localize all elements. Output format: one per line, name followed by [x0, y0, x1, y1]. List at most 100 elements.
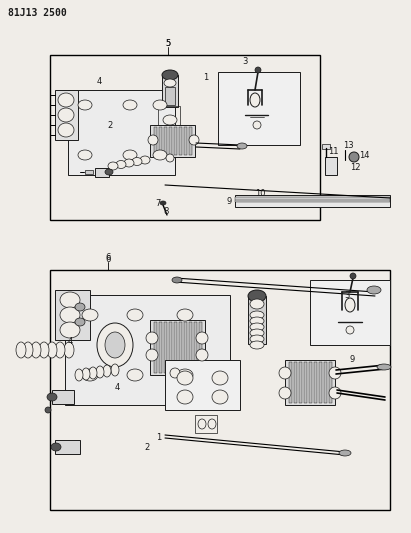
- Polygon shape: [55, 290, 90, 340]
- Ellipse shape: [250, 335, 264, 343]
- Bar: [154, 322, 157, 373]
- Ellipse shape: [153, 150, 167, 160]
- Polygon shape: [310, 280, 390, 345]
- Text: 3: 3: [344, 290, 350, 300]
- Ellipse shape: [132, 157, 142, 166]
- Ellipse shape: [253, 121, 261, 129]
- Ellipse shape: [250, 329, 264, 337]
- Text: 81J13 2500: 81J13 2500: [8, 8, 67, 18]
- Bar: [169, 322, 172, 373]
- Ellipse shape: [248, 290, 266, 302]
- Polygon shape: [65, 295, 230, 405]
- Text: 5: 5: [165, 39, 171, 49]
- Bar: [50, 270, 390, 510]
- Bar: [189, 127, 192, 155]
- Ellipse shape: [82, 369, 98, 381]
- Text: 1: 1: [203, 74, 209, 83]
- Ellipse shape: [339, 450, 351, 456]
- Ellipse shape: [250, 341, 264, 349]
- Ellipse shape: [196, 332, 208, 344]
- Bar: [194, 322, 197, 373]
- Ellipse shape: [31, 342, 41, 358]
- Bar: [195, 415, 217, 433]
- Ellipse shape: [250, 311, 264, 319]
- Ellipse shape: [58, 123, 74, 137]
- Bar: [52, 390, 74, 404]
- Ellipse shape: [212, 371, 228, 385]
- Bar: [299, 362, 302, 403]
- Bar: [169, 127, 172, 155]
- Ellipse shape: [166, 154, 174, 162]
- Ellipse shape: [105, 169, 113, 175]
- Ellipse shape: [189, 135, 199, 145]
- Ellipse shape: [39, 342, 49, 358]
- Bar: [329, 362, 332, 403]
- Bar: [85, 170, 93, 174]
- Polygon shape: [218, 72, 300, 145]
- Ellipse shape: [16, 342, 26, 358]
- Bar: [55, 440, 80, 454]
- Text: 5: 5: [165, 39, 171, 49]
- Text: 11: 11: [328, 148, 338, 157]
- Ellipse shape: [208, 419, 216, 429]
- Bar: [189, 322, 192, 373]
- Text: 2: 2: [107, 122, 113, 131]
- Bar: [159, 127, 162, 155]
- Ellipse shape: [60, 307, 80, 323]
- Ellipse shape: [97, 323, 133, 367]
- Ellipse shape: [75, 303, 85, 311]
- Ellipse shape: [255, 67, 261, 73]
- Ellipse shape: [163, 115, 177, 125]
- Text: 7: 7: [155, 199, 161, 208]
- Ellipse shape: [55, 342, 65, 358]
- Bar: [319, 362, 322, 403]
- Ellipse shape: [111, 364, 119, 376]
- Text: 8: 8: [163, 207, 169, 216]
- Bar: [252, 342, 262, 346]
- Bar: [174, 127, 177, 155]
- Ellipse shape: [346, 326, 354, 334]
- Bar: [179, 127, 182, 155]
- Bar: [248, 296, 266, 344]
- Ellipse shape: [349, 152, 359, 162]
- Bar: [285, 360, 335, 405]
- Bar: [309, 362, 312, 403]
- Bar: [179, 322, 182, 373]
- Ellipse shape: [237, 143, 247, 149]
- Ellipse shape: [78, 150, 92, 160]
- Ellipse shape: [60, 292, 80, 308]
- Bar: [294, 362, 297, 403]
- Ellipse shape: [279, 367, 291, 379]
- Ellipse shape: [148, 135, 158, 145]
- Ellipse shape: [350, 273, 356, 279]
- Bar: [174, 322, 177, 373]
- Ellipse shape: [198, 419, 206, 429]
- Bar: [50, 55, 320, 220]
- Ellipse shape: [103, 365, 111, 377]
- Bar: [235, 195, 390, 207]
- Ellipse shape: [89, 367, 97, 379]
- Bar: [324, 362, 327, 403]
- Ellipse shape: [47, 393, 57, 401]
- Bar: [184, 322, 187, 373]
- Ellipse shape: [96, 366, 104, 378]
- Ellipse shape: [45, 407, 51, 413]
- Ellipse shape: [123, 100, 137, 110]
- Ellipse shape: [58, 93, 74, 107]
- Ellipse shape: [164, 79, 176, 87]
- Text: 3: 3: [242, 58, 248, 67]
- Bar: [304, 362, 307, 403]
- Polygon shape: [165, 360, 240, 410]
- Text: 12: 12: [350, 164, 360, 173]
- Ellipse shape: [377, 364, 391, 370]
- Ellipse shape: [146, 332, 158, 344]
- Ellipse shape: [329, 367, 341, 379]
- Bar: [184, 127, 187, 155]
- Text: 4: 4: [67, 337, 73, 346]
- Text: 6: 6: [105, 254, 111, 263]
- Bar: [95, 168, 109, 177]
- Ellipse shape: [162, 70, 178, 80]
- Ellipse shape: [127, 309, 143, 321]
- Ellipse shape: [58, 108, 74, 122]
- Bar: [289, 362, 292, 403]
